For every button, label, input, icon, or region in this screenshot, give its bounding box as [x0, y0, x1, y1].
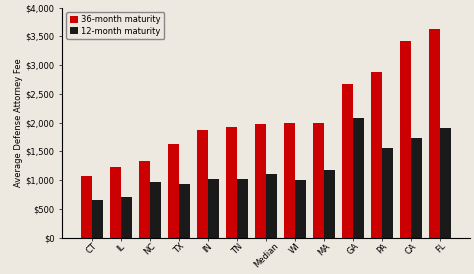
- Bar: [197, 130, 208, 238]
- Bar: [179, 184, 190, 238]
- Bar: [313, 122, 324, 238]
- Bar: [284, 122, 295, 238]
- Bar: [92, 200, 103, 238]
- Bar: [110, 167, 121, 238]
- Bar: [353, 118, 364, 238]
- Bar: [255, 124, 266, 238]
- Legend: 36-month maturity, 12-month maturity: 36-month maturity, 12-month maturity: [66, 12, 164, 39]
- Bar: [382, 149, 393, 238]
- Bar: [411, 138, 422, 238]
- Bar: [139, 161, 150, 238]
- Bar: [342, 84, 353, 238]
- Bar: [324, 170, 335, 238]
- Bar: [226, 127, 237, 238]
- Bar: [81, 176, 92, 238]
- Bar: [400, 41, 411, 238]
- Bar: [208, 179, 219, 238]
- Bar: [150, 181, 161, 238]
- Bar: [429, 29, 440, 238]
- Bar: [237, 179, 248, 238]
- Y-axis label: Average Defense Attorney Fee: Average Defense Attorney Fee: [14, 58, 23, 187]
- Bar: [168, 144, 179, 238]
- Bar: [266, 174, 277, 238]
- Bar: [371, 72, 382, 238]
- Bar: [440, 128, 451, 238]
- Bar: [295, 180, 306, 238]
- Bar: [121, 197, 132, 238]
